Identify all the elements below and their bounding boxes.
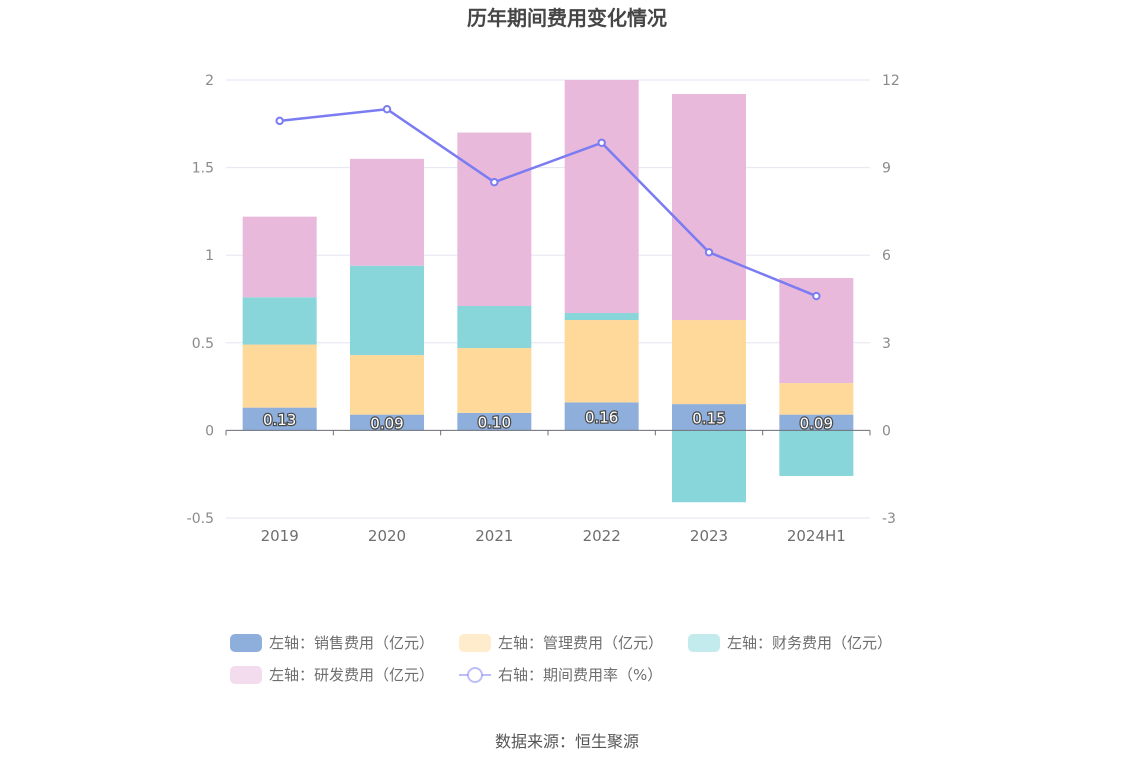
legend-label: 左轴：研发费用（亿元）: [269, 666, 434, 684]
right-tick-label: -3: [882, 511, 896, 527]
rate-point: [812, 291, 821, 301]
legend-swatch: [230, 666, 262, 684]
bar-segment: [564, 320, 639, 403]
bar-segment: [564, 402, 639, 431]
right-tick-label: 3: [882, 336, 891, 352]
category-label: 2023: [690, 527, 728, 545]
left-tick-label: 1: [205, 248, 214, 264]
bar-segment: [242, 407, 317, 431]
x-axis: 2019 2020 2021 2022 2023 2024H1: [225, 429, 871, 545]
rate-point: [490, 178, 499, 187]
bar-segment: [779, 430, 854, 476]
right-tick-label: 12: [882, 73, 900, 89]
legend-label: 左轴：财务费用（亿元）: [727, 634, 892, 652]
legend-swatch: [459, 634, 491, 652]
rate-point: [382, 105, 392, 114]
legend-marker-icon: [467, 667, 483, 683]
legend-item[interactable]: 左轴：销售费用（亿元）: [230, 634, 434, 652]
legend-item[interactable]: 左轴：研发费用（亿元）: [230, 666, 434, 684]
bar-segment: [672, 430, 746, 503]
rate-point: [704, 248, 714, 257]
data-label: 0.15: [692, 409, 725, 427]
bar-segment: [350, 414, 424, 431]
right-tick-label: 9: [882, 161, 891, 177]
data-label: 0.09: [370, 415, 403, 433]
source-note: 数据来源：恒生聚源: [495, 732, 639, 751]
data-label: 0.16: [585, 408, 618, 426]
bar-segment: [242, 344, 317, 408]
legend-item[interactable]: 左轴：管理费用（亿元）: [459, 634, 663, 652]
bar-segment: [457, 132, 532, 307]
category-label: 2019: [261, 527, 299, 545]
grid-lines: [226, 79, 870, 519]
legend-swatch: [688, 634, 720, 652]
chart-title: 历年期间费用变化情况: [467, 6, 667, 30]
bar-segment: [457, 306, 532, 349]
right-axis-ticks: 12 9 6 3 0 -3: [882, 73, 900, 527]
data-label: 0.13: [263, 411, 296, 429]
bar-series: [242, 80, 854, 503]
category-label: 2024H1: [787, 527, 846, 545]
right-tick-label: 0: [882, 423, 891, 439]
bar-segment: [350, 355, 424, 415]
left-tick-label: 0.5: [192, 336, 214, 352]
bar-segment: [779, 414, 854, 431]
bar-segment: [672, 94, 746, 321]
legend-swatch: [230, 634, 262, 652]
legend-label: 左轴：销售费用（亿元）: [269, 634, 434, 652]
legend-label: 右轴：期间费用率（%）: [498, 666, 662, 684]
left-tick-label: 0: [205, 423, 214, 439]
legend-label: 左轴：管理费用（亿元）: [498, 634, 663, 652]
legend[interactable]: 左轴：销售费用（亿元） 左轴：管理费用（亿元） 左轴：财务费用（亿元） 左轴：研发费用…: [230, 634, 892, 684]
rate-line: [279, 107, 817, 298]
left-axis-ticks: 2 1.5 1 0.5 0 -0.5: [187, 73, 214, 527]
bar-segment: [779, 383, 854, 415]
bar-segment: [672, 320, 746, 405]
category-label: 2022: [583, 527, 621, 545]
rate-point: [275, 116, 284, 126]
left-tick-label: 1.5: [192, 161, 214, 177]
bar-segment: [564, 80, 639, 314]
data-label: 0.10: [478, 414, 511, 432]
rate-point: [597, 138, 606, 147]
bar-segment: [457, 348, 532, 413]
bar-segment: [350, 158, 424, 266]
category-label: 2021: [475, 527, 513, 545]
category-label: 2020: [368, 527, 406, 545]
data-label: 0.09: [800, 415, 833, 433]
right-tick-label: 6: [882, 248, 891, 264]
left-tick-label: 2: [205, 73, 214, 89]
bar-segment: [457, 412, 532, 431]
bar-segment: [242, 297, 317, 345]
data-labels: 0.13 0.09 0.10 0.16 0.15 0.09: [262, 407, 834, 434]
bar-segment: [672, 404, 746, 431]
bar-segment: [242, 216, 317, 298]
left-tick-label: -0.5: [187, 511, 214, 527]
legend-item[interactable]: 右轴：期间费用率（%）: [459, 666, 662, 684]
bar-segment: [350, 265, 424, 356]
bar-segment: [564, 313, 639, 321]
rate-line-series: [275, 105, 821, 301]
legend-item[interactable]: 左轴：财务费用（亿元）: [688, 634, 892, 652]
